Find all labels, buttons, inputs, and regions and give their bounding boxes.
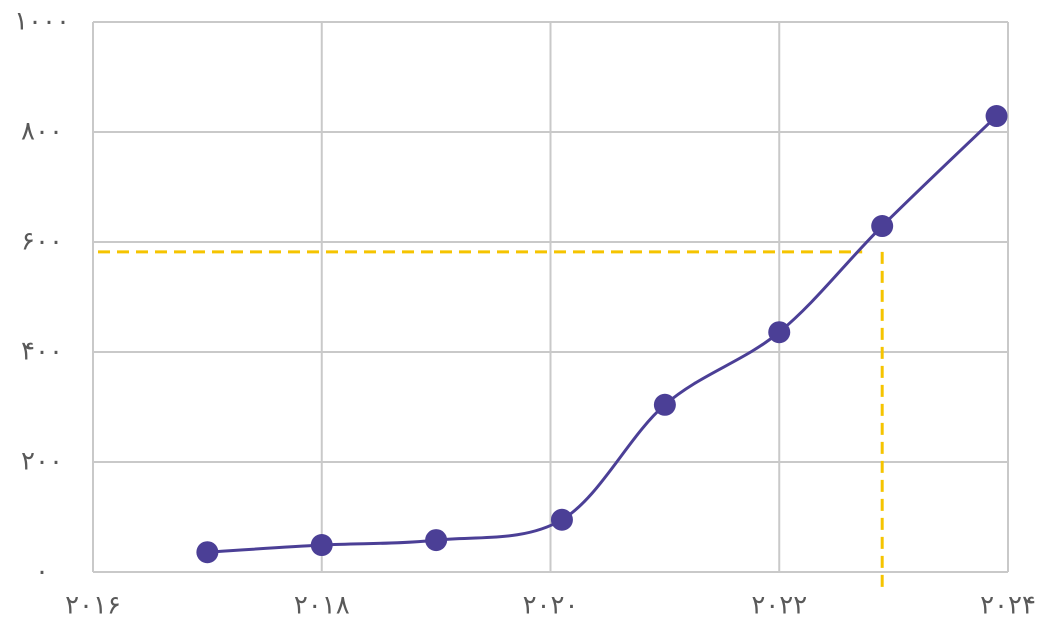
data-point — [653, 393, 676, 416]
y-tick-label: ۲۰۰ — [21, 447, 63, 477]
y-tick-label: ۶۰۰ — [21, 227, 63, 257]
data-point — [871, 215, 894, 238]
data-point — [768, 321, 791, 344]
data-point — [425, 529, 448, 552]
x-tick-label: ۲۰۲۲ — [751, 591, 807, 621]
x-tick-label: ۲۰۲۴ — [980, 591, 1036, 621]
y-tick-label: ۰ — [35, 557, 49, 587]
data-point — [550, 508, 573, 531]
series-line — [207, 114, 998, 554]
data-point — [196, 541, 219, 564]
y-tick-label: ۱۰۰۰ — [14, 7, 70, 37]
x-tick-label: ۲۰۲۰ — [523, 591, 579, 621]
data-point — [310, 534, 333, 557]
x-tick-label: ۲۰۱۸ — [294, 591, 350, 621]
x-tick-label: ۲۰۱۶ — [65, 591, 121, 621]
data-point — [985, 105, 1008, 128]
y-tick-label: ۸۰۰ — [21, 117, 63, 147]
y-tick-label: ۴۰۰ — [21, 337, 63, 367]
